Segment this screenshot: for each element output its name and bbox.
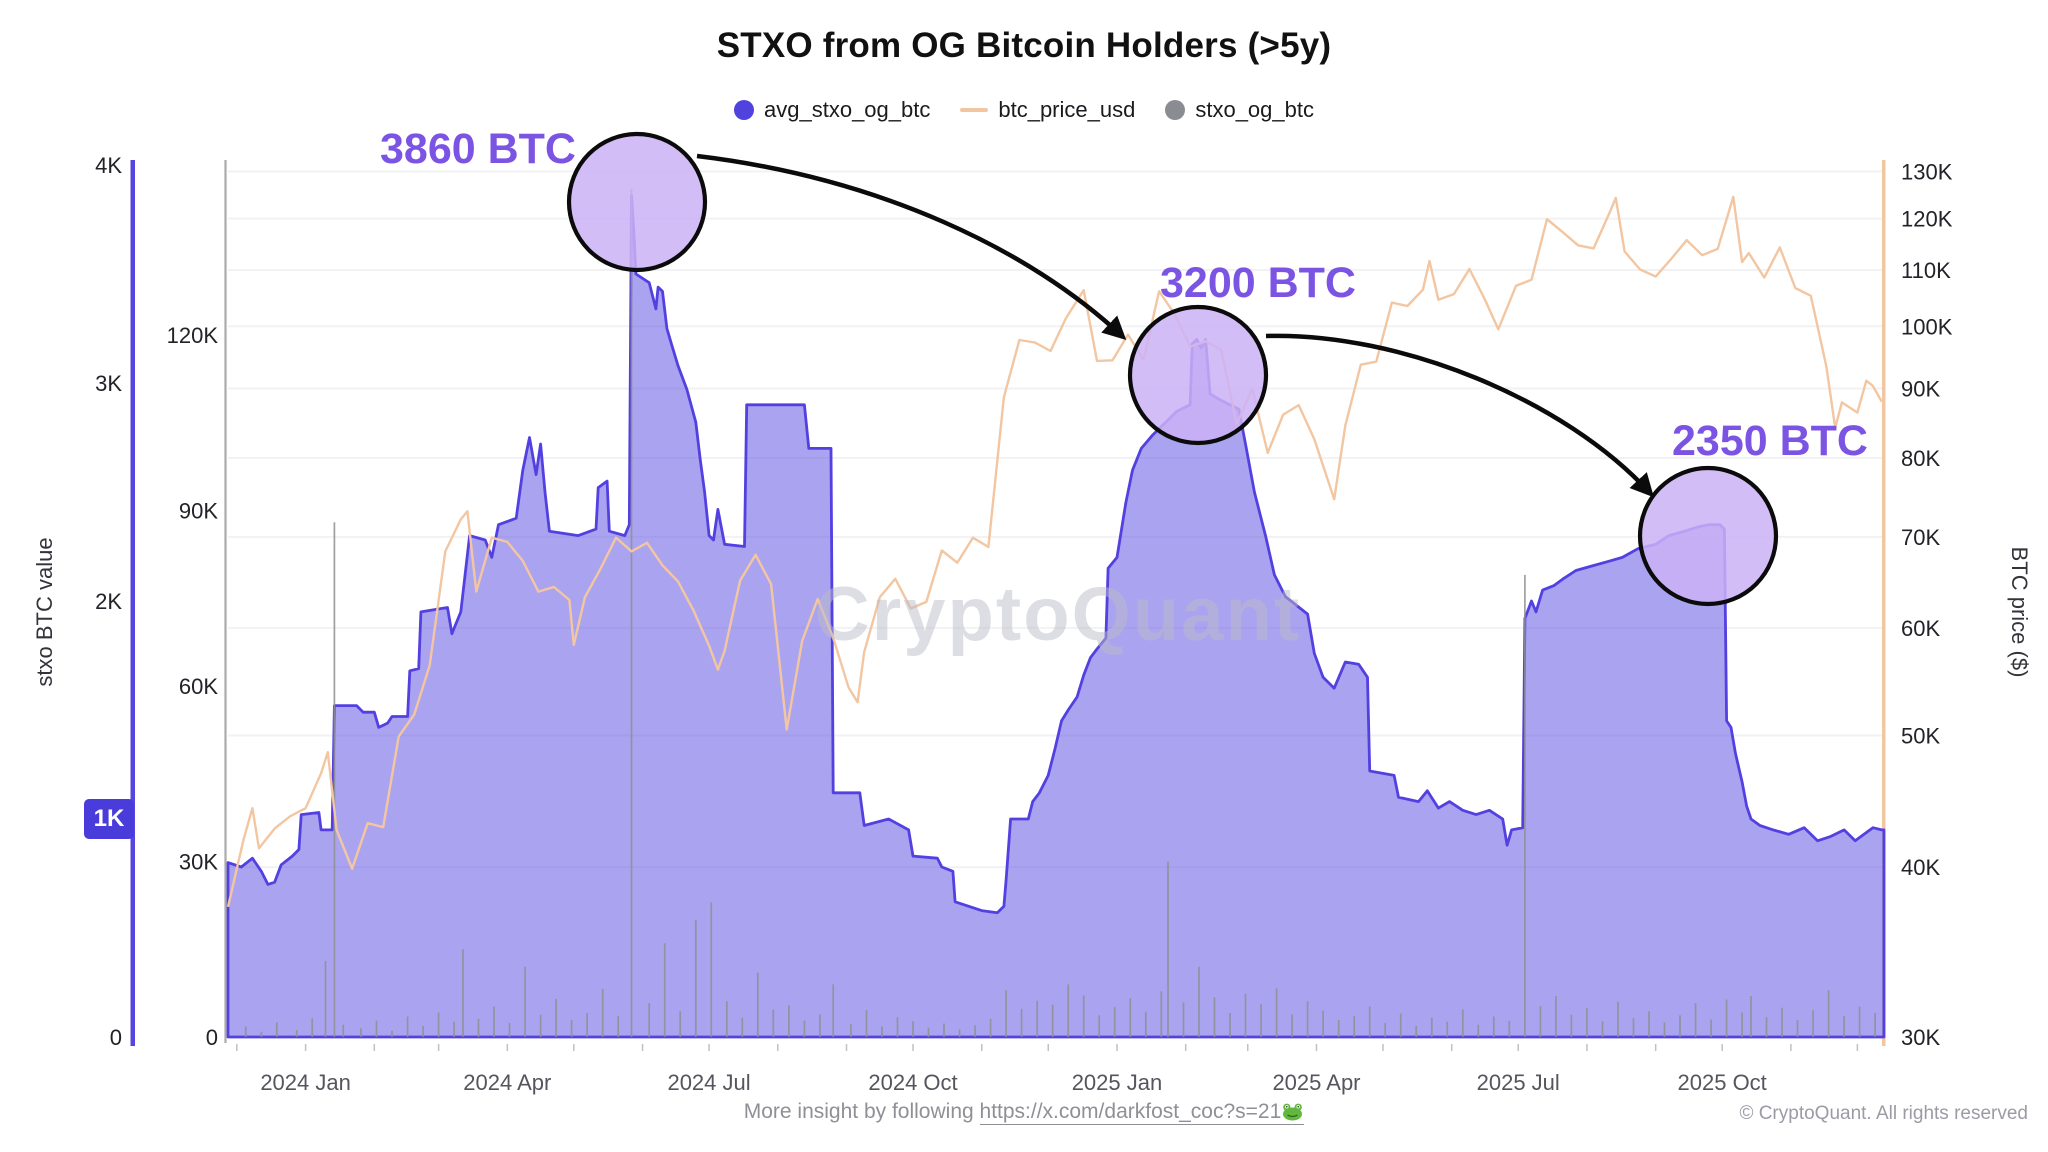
footer-prefix: More insight by following xyxy=(743,1100,980,1123)
svg-text:2024 Jan: 2024 Jan xyxy=(260,1070,351,1095)
footer-link[interactable]: https://x.com/darkfost_coc?s=21 xyxy=(979,1100,1282,1123)
svg-text:60K: 60K xyxy=(1901,616,1940,641)
legend: avg_stxo_og_btc btc_price_usd stxo_og_bt… xyxy=(0,97,2048,123)
svg-text:3200 BTC: 3200 BTC xyxy=(1160,259,1356,307)
btc-price-line-series xyxy=(226,195,1883,908)
svg-text:120K: 120K xyxy=(167,323,219,348)
svg-text:2025 Jan: 2025 Jan xyxy=(1072,1070,1163,1095)
legend-label: avg_stxo_og_btc xyxy=(764,97,931,122)
avg-stxo-area-series xyxy=(226,194,1886,1039)
orange-line-icon xyxy=(960,108,989,112)
footer-note: More insight by following https://x.com/… xyxy=(0,1100,2048,1125)
purple-dot-icon xyxy=(734,100,755,120)
svg-text:2024 Jul: 2024 Jul xyxy=(667,1070,750,1095)
legend-item-btc-price[interactable]: btc_price_usd xyxy=(960,97,1135,123)
axis-tick-labels: 4K 3K 2K 0 120K 90K 60K 30K 0 130K 120K 110K 100K 90K… xyxy=(95,153,1953,1095)
svg-text:0: 0 xyxy=(110,1025,122,1050)
svg-text:70K: 70K xyxy=(1901,525,1940,550)
svg-text:90K: 90K xyxy=(179,499,218,524)
svg-text:2350 BTC: 2350 BTC xyxy=(1672,417,1868,465)
svg-text:2025 Jul: 2025 Jul xyxy=(1477,1070,1560,1095)
svg-text:100K: 100K xyxy=(1901,314,1953,339)
frog-emoji-icon xyxy=(1283,1103,1303,1121)
legend-item-stxo[interactable]: stxo_og_btc xyxy=(1165,97,1314,123)
gray-dot-icon xyxy=(1165,100,1186,120)
svg-text:130K: 130K xyxy=(1901,159,1953,184)
svg-text:60K: 60K xyxy=(179,674,218,699)
svg-text:40K: 40K xyxy=(1901,855,1940,880)
stxo-spike-series xyxy=(244,188,1876,1037)
left-axis-current-value-badge: 1K xyxy=(84,799,134,839)
watermark: CryptoQuant xyxy=(815,572,1301,657)
left-axis-title: stxo BTC value xyxy=(32,537,57,686)
svg-text:80K: 80K xyxy=(1901,446,1940,471)
chart-title: STXO from OG Bitcoin Holders (>5y) xyxy=(716,26,1332,65)
legend-label: btc_price_usd xyxy=(998,97,1136,122)
svg-text:50K: 50K xyxy=(1901,723,1940,748)
annotations: 3860 BTC 3200 BTC 2350 BTC xyxy=(380,125,1868,607)
svg-text:2024 Apr: 2024 Apr xyxy=(463,1070,551,1095)
svg-text:0: 0 xyxy=(206,1025,218,1050)
legend-label: stxo_og_btc xyxy=(1195,97,1314,122)
svg-text:2024 Oct: 2024 Oct xyxy=(868,1070,957,1095)
svg-text:2K: 2K xyxy=(95,589,122,614)
svg-text:30K: 30K xyxy=(1901,1025,1940,1050)
svg-text:2025 Apr: 2025 Apr xyxy=(1272,1070,1360,1095)
svg-text:110K: 110K xyxy=(1901,258,1951,283)
svg-text:120K: 120K xyxy=(1901,207,1953,232)
right-axis-title: BTC price ($) xyxy=(2007,547,2032,678)
svg-text:30K: 30K xyxy=(179,850,218,875)
svg-text:4K: 4K xyxy=(95,153,122,178)
svg-text:3860 BTC: 3860 BTC xyxy=(380,125,576,173)
svg-text:3K: 3K xyxy=(95,371,122,396)
copyright-notice: © CryptoQuant. All rights reserved xyxy=(1739,1103,2028,1124)
svg-text:90K: 90K xyxy=(1901,376,1940,401)
axis-lines xyxy=(130,160,1886,1051)
legend-item-avg-stxo[interactable]: avg_stxo_og_btc xyxy=(734,97,930,123)
svg-text:2025 Oct: 2025 Oct xyxy=(1678,1070,1767,1095)
